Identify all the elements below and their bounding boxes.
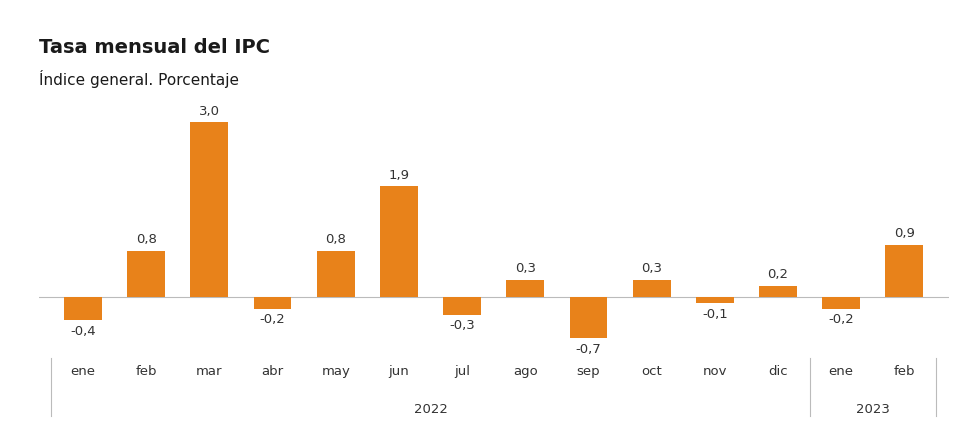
Bar xyxy=(64,297,102,320)
Bar xyxy=(569,297,608,338)
Text: -0,4: -0,4 xyxy=(70,325,96,338)
Text: 2023: 2023 xyxy=(856,403,890,416)
Text: 1,9: 1,9 xyxy=(388,169,409,182)
Bar xyxy=(506,280,544,297)
Text: -0,2: -0,2 xyxy=(259,313,286,326)
Text: 0,3: 0,3 xyxy=(515,262,535,275)
Bar xyxy=(191,122,228,297)
Text: 0,2: 0,2 xyxy=(768,268,789,281)
Bar xyxy=(254,297,291,309)
Text: -0,2: -0,2 xyxy=(829,313,854,326)
Bar xyxy=(886,245,923,297)
Text: -0,7: -0,7 xyxy=(576,343,601,356)
Bar xyxy=(443,297,481,315)
Text: 3,0: 3,0 xyxy=(198,105,220,118)
Text: 2022: 2022 xyxy=(413,403,447,416)
Text: -0,1: -0,1 xyxy=(702,308,728,321)
Bar xyxy=(822,297,861,309)
Text: 0,3: 0,3 xyxy=(641,262,662,275)
Text: 0,8: 0,8 xyxy=(136,233,157,246)
Text: -0,3: -0,3 xyxy=(449,319,475,332)
Text: Índice general. Porcentaje: Índice general. Porcentaje xyxy=(39,70,239,88)
Bar xyxy=(759,285,797,297)
Text: 0,9: 0,9 xyxy=(894,227,915,240)
Bar xyxy=(696,297,734,303)
Bar xyxy=(317,250,354,297)
Text: 0,8: 0,8 xyxy=(325,233,347,246)
Bar xyxy=(380,187,418,297)
Bar xyxy=(633,280,671,297)
Bar xyxy=(127,250,166,297)
Text: Tasa mensual del IPC: Tasa mensual del IPC xyxy=(39,38,270,57)
